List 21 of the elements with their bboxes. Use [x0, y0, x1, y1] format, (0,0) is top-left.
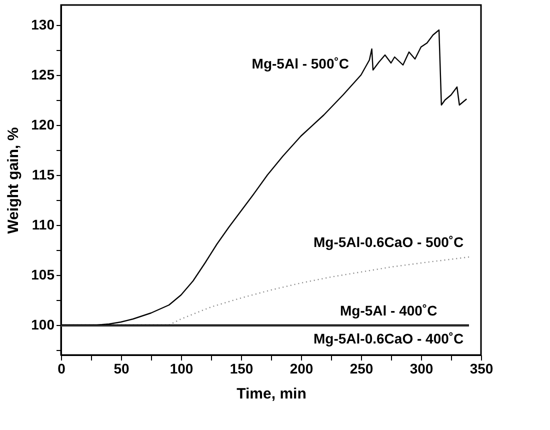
series-label: Mg-5Al - 500˚C [252, 56, 350, 72]
x-tick-label: 0 [58, 360, 66, 376]
y-tick-label: 105 [31, 266, 55, 282]
x-tick-label: 300 [410, 360, 434, 376]
y-tick-label: 130 [31, 16, 55, 32]
x-tick-label: 250 [350, 360, 374, 376]
y-tick-label: 115 [32, 166, 55, 182]
y-tick-label: 125 [31, 66, 55, 82]
y-tick-label: 110 [32, 216, 55, 232]
x-tick-label: 350 [470, 360, 494, 376]
y-tick-label: 120 [31, 116, 55, 132]
series-label: Mg-5Al-0.6CaO - 400˚C [314, 330, 464, 346]
y-axis-title: Weight gain, % [5, 127, 22, 234]
y-tick-label: 100 [31, 316, 55, 332]
x-tick-label: 100 [170, 360, 194, 376]
series-label: Mg-5Al - 400˚C [340, 302, 438, 318]
series-label: Mg-5Al-0.6CaO - 500˚C [314, 234, 464, 250]
x-tick-label: 50 [114, 360, 130, 376]
x-tick-label: 150 [230, 360, 254, 376]
x-tick-label: 200 [290, 360, 314, 376]
x-axis-title: Time, min [236, 386, 306, 402]
